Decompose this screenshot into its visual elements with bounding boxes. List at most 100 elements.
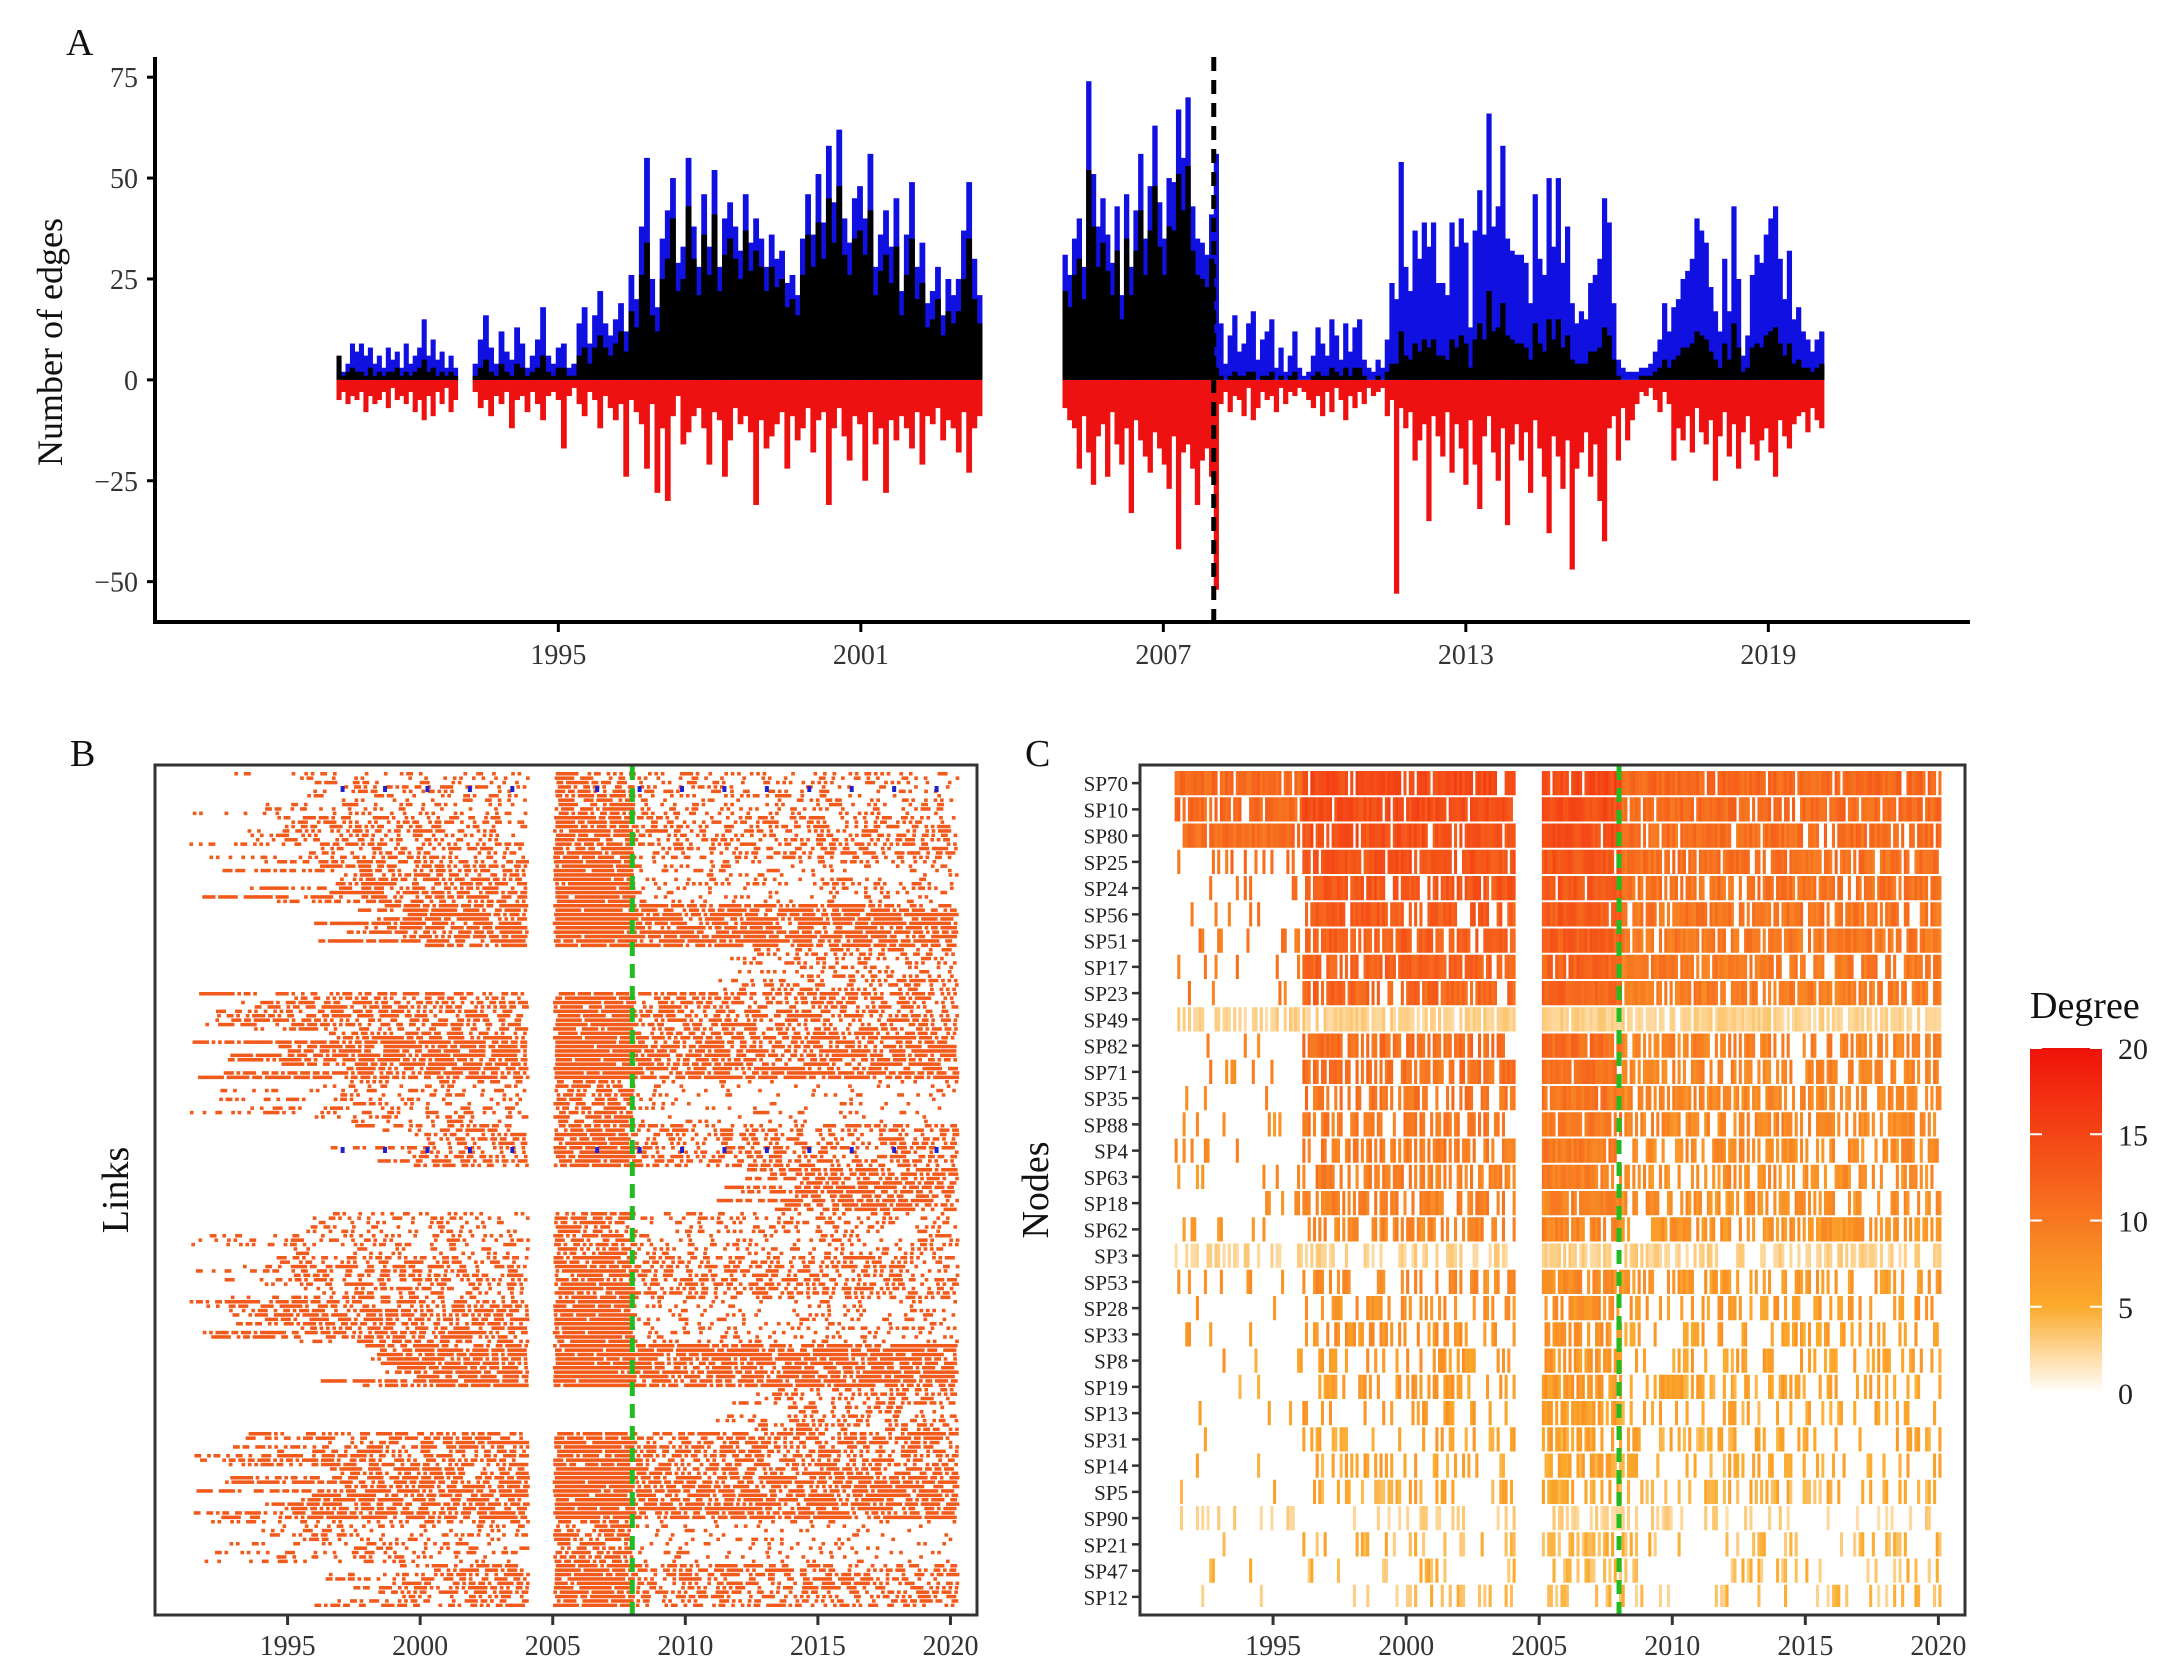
link-cell: [253, 842, 257, 846]
link-cell: [638, 842, 642, 846]
link-cell: [600, 934, 604, 939]
link-cell: [332, 820, 337, 824]
link-cell: [725, 816, 730, 820]
link-cell: [494, 908, 499, 912]
link-cell: [851, 934, 856, 939]
link-cell: [590, 890, 594, 895]
link-cell: [731, 930, 736, 934]
link-cell: [943, 772, 948, 776]
link-cell: [799, 798, 804, 802]
link-cell: [423, 851, 428, 855]
removed-edges-bar: [1620, 379, 1626, 409]
link-cell: [414, 838, 419, 842]
link-cell: [675, 838, 680, 842]
persistent-edges-bar: [550, 375, 557, 380]
added-edges-bar: [1343, 323, 1349, 380]
link-cell: [351, 789, 356, 794]
link-cell: [269, 886, 273, 890]
link-cell: [797, 824, 801, 829]
link-cell: [460, 992, 464, 996]
link-cell: [778, 794, 782, 798]
removed-edges-bar: [1412, 379, 1418, 461]
link-cell: [585, 873, 590, 877]
link-cell: [406, 829, 411, 833]
link-cell: [730, 789, 734, 794]
link-cell: [645, 904, 650, 908]
link-cell: [409, 772, 414, 776]
link-cell: [394, 939, 399, 943]
link-cell: [281, 842, 286, 846]
link-cell: [430, 798, 435, 802]
link-cell: [285, 829, 290, 833]
link-cell: [755, 824, 760, 829]
link-cell: [491, 824, 496, 829]
link-cell: [835, 890, 839, 895]
link-cell: [653, 908, 658, 912]
link-cell: [507, 842, 512, 846]
link-cell: [860, 842, 865, 846]
link-cell: [882, 882, 887, 886]
link-cell: [580, 820, 585, 824]
link-cell: [604, 930, 609, 934]
link-cell: [473, 877, 478, 882]
link-cell: [816, 974, 821, 978]
link-cell: [836, 948, 841, 952]
link-cell: [792, 930, 796, 934]
persistent-edges-bar: [1062, 291, 1068, 380]
link-cell: [708, 886, 712, 890]
link-cell: [674, 912, 679, 917]
link-cell: [277, 816, 281, 820]
link-cell: [871, 930, 876, 934]
link-cell: [918, 978, 923, 983]
link-cell: [410, 939, 415, 943]
link-cell: [600, 794, 604, 798]
link-cell: [590, 824, 595, 829]
added-edges-bar: [1726, 311, 1732, 380]
link-cell: [847, 785, 851, 789]
link-cell: [612, 926, 617, 930]
link-cell: [484, 816, 488, 820]
link-cell: [796, 956, 801, 961]
added-edges-bar: [372, 363, 378, 380]
link-cell: [673, 921, 678, 926]
link-cell: [846, 930, 851, 934]
link-cell: [775, 820, 779, 824]
link-cell: [443, 882, 448, 886]
link-cell: [329, 895, 334, 899]
link-cell: [566, 860, 571, 864]
added-edges-bar: [1218, 323, 1224, 380]
link-cell: [364, 864, 369, 868]
link-cell: [567, 802, 572, 807]
x-tick-label: 2007: [1135, 640, 1191, 671]
link-cell: [800, 926, 805, 930]
link-cell: [480, 912, 485, 917]
removed-edges-bar: [1444, 379, 1451, 413]
link-cell: [387, 855, 392, 860]
link-cell: [405, 802, 410, 807]
link-cell: [655, 930, 660, 934]
link-cell: [843, 860, 848, 864]
removed-edges-bar: [566, 379, 572, 396]
link-cell: [478, 943, 483, 948]
link-cell: [807, 978, 812, 983]
link-cell: [572, 877, 577, 882]
link-cell: [947, 978, 952, 983]
removed-edges-bar: [1454, 379, 1460, 425]
link-cell: [867, 864, 871, 868]
added-edges-bar: [1444, 295, 1451, 380]
link-cell: [572, 930, 577, 934]
link-cell: [284, 838, 289, 842]
link-cell: [848, 772, 853, 776]
link-cell: [479, 895, 483, 899]
link-cell: [330, 855, 335, 860]
link-cell: [434, 890, 439, 895]
link-cell: [832, 921, 837, 926]
link-cell: [903, 930, 908, 934]
link-cell: [440, 807, 444, 811]
added-edges-bar: [1685, 270, 1691, 380]
link-cell: [499, 930, 504, 934]
link-cell: [671, 899, 676, 904]
removed-edges-bar: [1320, 379, 1326, 417]
link-cell: [323, 772, 328, 776]
link-cell: [557, 816, 561, 820]
